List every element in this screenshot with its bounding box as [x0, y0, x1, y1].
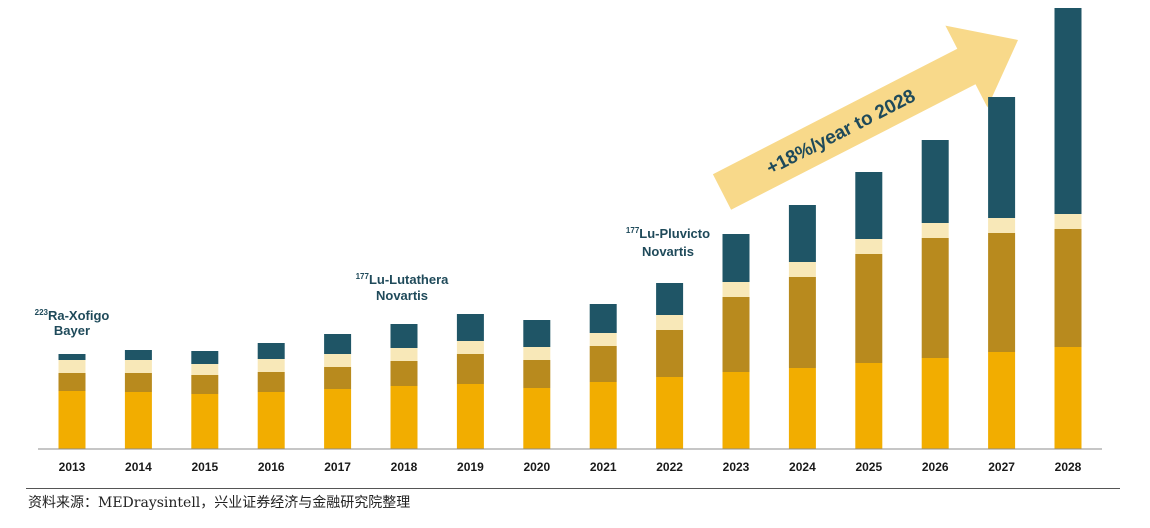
bar-2020-segment-3 [523, 347, 551, 360]
x-tick-label: 2018 [391, 460, 418, 474]
bar-2020-segment-2 [523, 360, 551, 388]
bar-2016-segment-4 [257, 343, 285, 359]
source-note: 资料来源：MEDraysintell，兴业证券经济与金融研究院整理 [28, 495, 411, 511]
bar-2025-segment-2 [855, 254, 883, 363]
bar-2021-segment-1 [589, 382, 617, 449]
x-tick-label: 2020 [523, 460, 550, 474]
bar-2019-segment-3 [456, 341, 484, 354]
x-tick-label: 2013 [59, 460, 86, 474]
annotation-2013-company: Bayer [54, 323, 90, 338]
bar-2024-segment-4 [788, 205, 816, 262]
bar-2013-segment-4 [58, 354, 86, 360]
annotations: 223Ra-XofigoBayer177Lu-LutatheraNovartis… [35, 226, 710, 338]
bar-2027-segment-1 [988, 352, 1016, 449]
bar-2015-segment-4 [191, 351, 219, 364]
annotation-2013-name: 223Ra-Xofigo [35, 308, 110, 323]
x-tick-label: 2014 [125, 460, 152, 474]
growth-arrow-label: +18%/year to 2028 [763, 86, 919, 180]
bar-2018-segment-2 [390, 361, 418, 386]
bar-2023-segment-2 [722, 297, 750, 372]
bar-2021-segment-2 [589, 346, 617, 382]
x-tick-label: 2028 [1055, 460, 1082, 474]
x-tick-label: 2024 [789, 460, 816, 474]
bar-2019-segment-2 [456, 354, 484, 384]
bar-2021-segment-3 [589, 333, 617, 346]
x-tick-label: 2017 [324, 460, 351, 474]
bar-2027-segment-3 [988, 218, 1016, 233]
bar-2019-segment-4 [456, 314, 484, 341]
bar-2013-segment-3 [58, 360, 86, 373]
bar-2016-segment-2 [257, 372, 285, 392]
bar-2023-segment-3 [722, 282, 750, 297]
x-tick-label: 2021 [590, 460, 617, 474]
bar-2025-segment-3 [855, 239, 883, 254]
bar-2018-segment-1 [390, 386, 418, 449]
bar-2024-segment-1 [788, 368, 816, 449]
x-tick-label: 2015 [191, 460, 218, 474]
x-tick-label: 2019 [457, 460, 484, 474]
annotation-2022-company: Novartis [642, 244, 694, 259]
bar-2017-segment-4 [324, 334, 352, 354]
bar-2014-segment-3 [124, 360, 152, 373]
bar-2014-segment-4 [124, 350, 152, 360]
bar-2022-segment-1 [656, 377, 684, 449]
bar-2017-segment-1 [324, 389, 352, 449]
bar-2013-segment-1 [58, 391, 86, 449]
bar-2014-segment-1 [124, 392, 152, 449]
x-tick-label: 2022 [656, 460, 683, 474]
bar-2020-segment-4 [523, 320, 551, 347]
bar-2027-segment-2 [988, 233, 1016, 352]
bar-2018-segment-3 [390, 348, 418, 361]
bar-2028-segment-2 [1054, 229, 1082, 347]
bar-2028-segment-3 [1054, 214, 1082, 229]
bar-2023-segment-1 [722, 372, 750, 449]
bar-2024-segment-2 [788, 277, 816, 368]
bar-2028-segment-4 [1054, 8, 1082, 214]
x-tick-label: 2026 [922, 460, 949, 474]
bar-2018-segment-4 [390, 324, 418, 348]
x-tick-label: 2023 [723, 460, 750, 474]
annotation-2018-company: Novartis [376, 288, 428, 303]
bar-2014-segment-2 [124, 373, 152, 392]
bar-2023-segment-4 [722, 234, 750, 282]
x-tick-label: 2027 [988, 460, 1015, 474]
bar-2016-segment-3 [257, 359, 285, 372]
bar-2025-segment-1 [855, 363, 883, 449]
annotation-2022-name: 177Lu-Pluvicto [626, 226, 710, 241]
bar-2026-segment-4 [921, 140, 949, 223]
bar-2021-segment-4 [589, 304, 617, 333]
annotation-2018-name: 177Lu-Lutathera [356, 272, 450, 287]
bar-2015-segment-2 [191, 375, 219, 394]
bar-2013-segment-2 [58, 373, 86, 391]
x-tick-labels: 2013 2014 2015 2016 2017 2018 2019 2020 2021 2022… [59, 460, 1082, 474]
bar-2024-segment-3 [788, 262, 816, 277]
bar-2027-segment-4 [988, 97, 1016, 218]
bar-2015-segment-1 [191, 394, 219, 449]
bar-2022-segment-2 [656, 330, 684, 377]
bar-2019-segment-1 [456, 384, 484, 449]
bar-2022-segment-4 [656, 283, 684, 315]
bar-2020-segment-1 [523, 388, 551, 449]
bar-2026-segment-2 [921, 238, 949, 358]
growth-arrow-shape [712, 25, 1018, 210]
bar-2016-segment-1 [257, 392, 285, 449]
x-tick-label: 2025 [855, 460, 882, 474]
x-tick-label: 2016 [258, 460, 285, 474]
bar-2015-segment-3 [191, 364, 219, 375]
bar-2028-segment-1 [1054, 347, 1082, 449]
bar-2017-segment-2 [324, 367, 352, 389]
bar-2022-segment-3 [656, 315, 684, 330]
source-divider [26, 488, 1120, 489]
bar-2026-segment-1 [921, 358, 949, 449]
bars [58, 8, 1082, 449]
bar-2025-segment-4 [855, 172, 883, 239]
bar-2026-segment-3 [921, 223, 949, 238]
bar-2017-segment-3 [324, 354, 352, 367]
